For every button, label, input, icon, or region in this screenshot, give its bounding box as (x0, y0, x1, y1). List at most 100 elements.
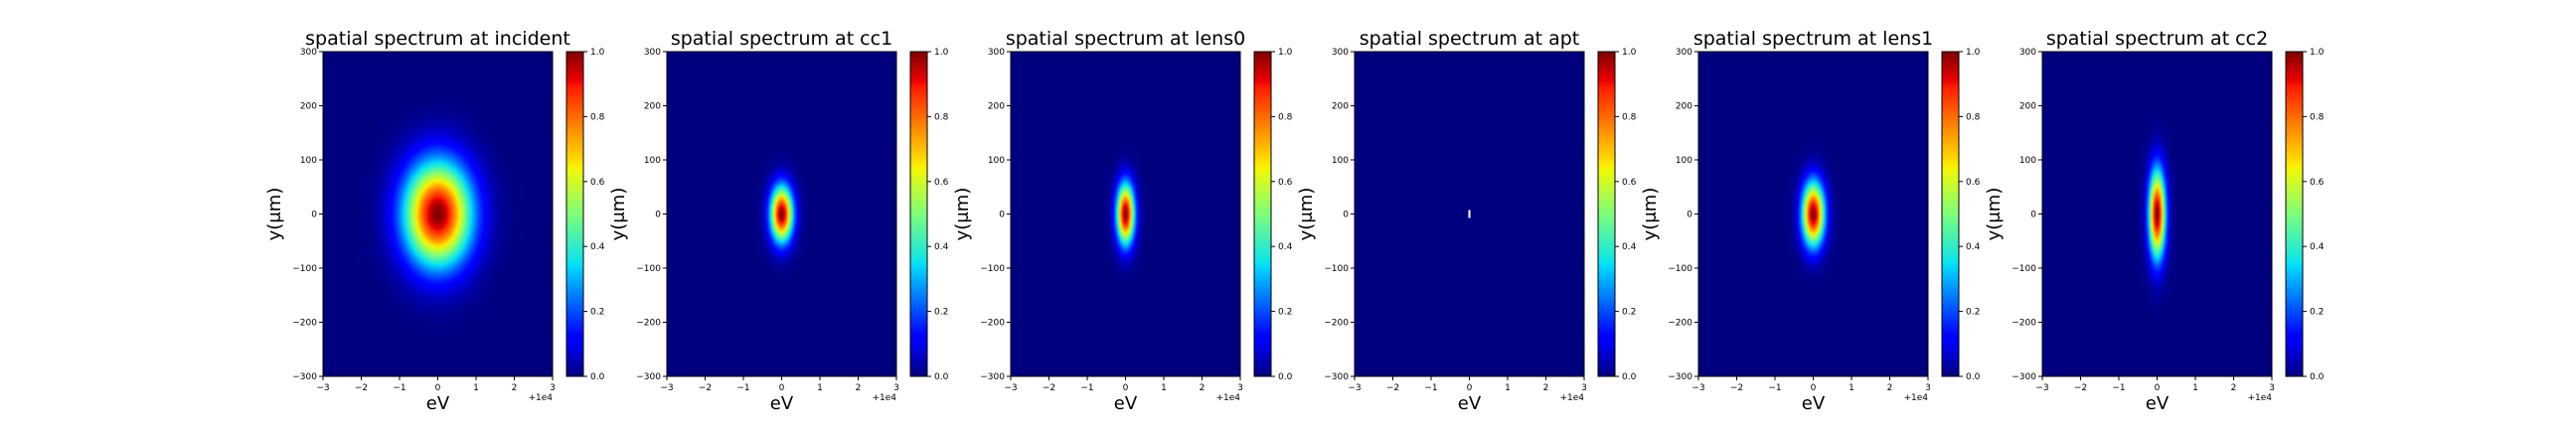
x-tick-label: −2 (1043, 383, 1055, 393)
x-tick-label: 0 (435, 383, 441, 393)
colorbar-tick-label: 0.0 (1622, 372, 1637, 382)
x-tick-label: 2 (1200, 383, 1206, 393)
colorbar-tick-label: 0.8 (934, 112, 949, 122)
y-tick-label: −200 (292, 319, 317, 329)
y-tick-label: −100 (292, 264, 317, 274)
y-axis-label: y(μm) (608, 188, 629, 241)
x-tick-label: 1 (473, 383, 479, 393)
colorbar-tick-label: 0.2 (1278, 308, 1292, 318)
y-tick-label: −300 (980, 372, 1005, 382)
colorbar-tick-label: 0.8 (590, 112, 605, 122)
x-axis-label: eV (2146, 393, 2170, 414)
colorbar-tick-label: 0.2 (590, 308, 604, 318)
x-tick-label: −1 (736, 383, 749, 393)
x-tick-label: 0 (1123, 383, 1129, 393)
x-tick-label: 3 (550, 383, 556, 393)
colorbar (1941, 51, 1960, 377)
colorbar-tick-label: 0.0 (1966, 372, 1981, 382)
y-tick-label: −100 (636, 264, 661, 274)
y-tick-label: −200 (2012, 319, 2036, 329)
x-axis-label: eV (1458, 393, 1482, 414)
heatmap-image (667, 52, 896, 376)
y-tick-label: −200 (636, 319, 661, 329)
x-tick-label: −3 (1691, 383, 1704, 393)
x-axis-label: eV (1114, 393, 1138, 414)
x-offset-label: +1e4 (1559, 393, 1584, 403)
x-axis-label: eV (426, 393, 450, 414)
heatmap-image (1011, 52, 1240, 376)
x-tick-label: 2 (1887, 383, 1893, 393)
colorbar-tick-label: 1.0 (934, 48, 949, 58)
heatmap-image (1698, 52, 1928, 376)
colorbar-tick-label: 1.0 (1278, 48, 1293, 58)
x-tick-label: 3 (2269, 383, 2275, 393)
y-tick-label: 200 (1332, 102, 1349, 112)
y-tick-label: 0 (1343, 211, 1349, 220)
colorbar-tick-label: 0.4 (1278, 242, 1293, 252)
colorbar-tick-label: 0.4 (590, 242, 605, 252)
heatmap-image (323, 52, 553, 376)
y-tick-label: −300 (292, 372, 317, 382)
y-tick-label: 100 (2019, 156, 2036, 166)
heatmap-image (2042, 52, 2272, 376)
x-tick-label: −1 (1768, 383, 1781, 393)
colorbar-tick-label: 0.0 (934, 372, 949, 382)
x-tick-label: 0 (1811, 383, 1817, 393)
y-tick-label: 0 (311, 211, 317, 220)
y-tick-label: −100 (980, 264, 1005, 274)
y-tick-label: −200 (1668, 319, 1692, 329)
x-tick-label: −3 (316, 383, 329, 393)
y-tick-label: 300 (644, 48, 661, 58)
x-tick-label: −1 (1424, 383, 1437, 393)
x-tick-label: −3 (1004, 383, 1017, 393)
x-tick-label: −1 (393, 383, 405, 393)
y-tick-label: 300 (300, 48, 317, 58)
colorbar-tick-label: 0.2 (2310, 308, 2324, 318)
colorbar (2285, 51, 2304, 377)
y-axis-label: y(μm) (952, 188, 973, 241)
y-tick-label: 300 (1332, 48, 1349, 58)
colorbar-tick-label: 0.8 (1966, 112, 1981, 122)
y-tick-label: −100 (1324, 264, 1349, 274)
y-tick-label: −200 (1324, 319, 1349, 329)
y-tick-label: 100 (988, 156, 1005, 166)
y-tick-label: 200 (300, 102, 317, 112)
y-axis-label: y(μm) (1984, 188, 2005, 241)
y-tick-label: −200 (980, 319, 1005, 329)
y-tick-label: −300 (1324, 372, 1349, 382)
x-tick-label: 1 (1505, 383, 1511, 393)
x-tick-label: 3 (1925, 383, 1931, 393)
y-axis-label: y(μm) (264, 188, 285, 241)
y-axis-label: y(μm) (1640, 188, 1661, 241)
y-tick-label: 200 (2019, 102, 2036, 112)
colorbar-tick-label: 0.6 (590, 178, 605, 188)
subplot-4: −3 −2 −1 0 1 2 3 300 200 100 0 −100 −200 −300 +1e4 spat… (1296, 28, 1637, 414)
chart-title: spatial spectrum at lens1 (1693, 28, 1933, 50)
x-tick-label: 1 (817, 383, 823, 393)
y-tick-label: 100 (1676, 156, 1692, 166)
colorbar (1253, 51, 1272, 377)
x-offset-label: +1e4 (2247, 393, 2272, 403)
colorbar-tick-label: 1.0 (2310, 48, 2325, 58)
y-tick-label: 200 (988, 102, 1005, 112)
chart-title: spatial spectrum at cc1 (671, 28, 892, 50)
x-tick-label: 3 (1581, 383, 1587, 393)
y-tick-label: −300 (2012, 372, 2036, 382)
colorbar-tick-label: 0.4 (1622, 242, 1637, 252)
colorbar-tick-label: 0.2 (1966, 308, 1980, 318)
colorbar-tick-label: 0.8 (2310, 112, 2325, 122)
colorbar-tick-label: 0.2 (934, 308, 948, 318)
colorbar-tick-label: 0.8 (1278, 112, 1293, 122)
subplot-3: −3 −2 −1 0 1 2 3 300 200 100 0 −100 −200 −300 +1e4 spat… (952, 28, 1293, 414)
y-tick-label: 0 (999, 211, 1005, 220)
y-tick-label: 0 (1687, 211, 1692, 220)
x-tick-label: 3 (1237, 383, 1243, 393)
colorbar-tick-label: 0.6 (1966, 178, 1981, 188)
colorbar-tick-label: 0.4 (2310, 242, 2325, 252)
x-tick-label: −2 (355, 383, 368, 393)
x-offset-label: +1e4 (872, 393, 896, 403)
x-tick-label: 1 (1161, 383, 1167, 393)
x-tick-label: 2 (856, 383, 862, 393)
y-tick-label: 100 (1332, 156, 1349, 166)
